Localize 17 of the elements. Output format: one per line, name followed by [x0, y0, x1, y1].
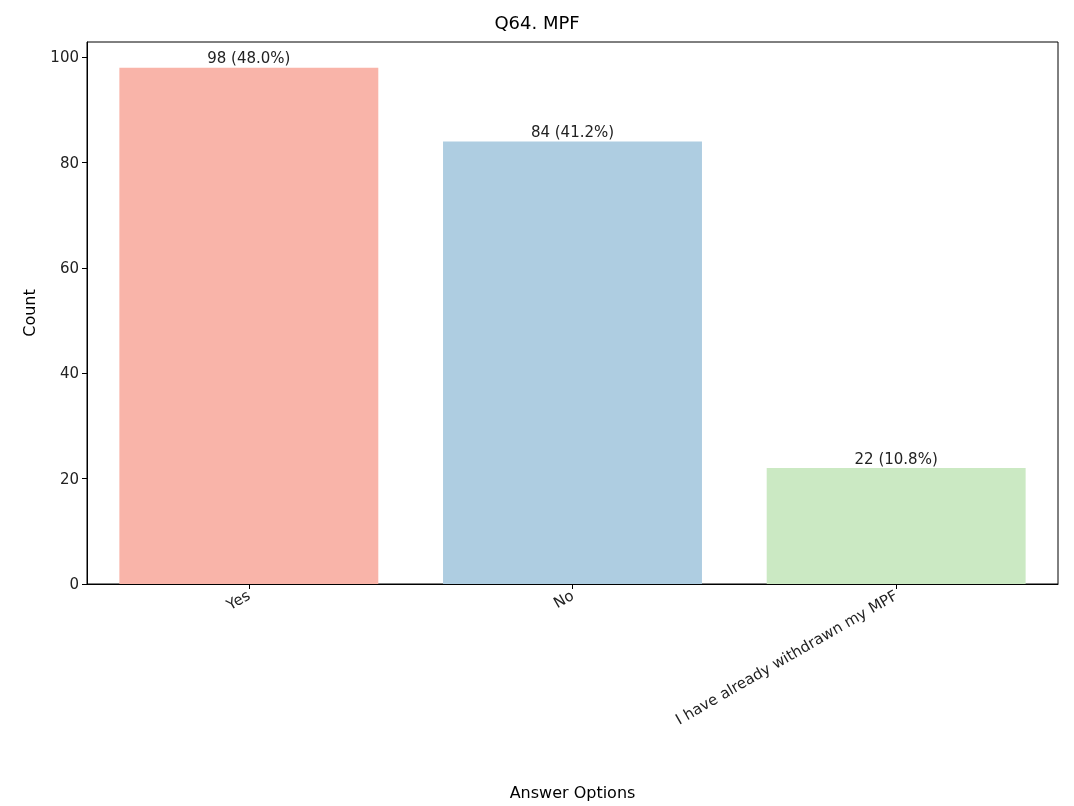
y-tick-label: 80 — [59, 153, 79, 172]
y-tick-label: 100 — [50, 48, 79, 67]
chart-title: Q64. MPF — [494, 11, 580, 33]
data-label: 22 (10.8%) — [854, 449, 938, 468]
x-axis-title: Answer Options — [509, 782, 636, 802]
y-axis-title: Count — [19, 289, 39, 337]
y-tick-label: 40 — [59, 364, 79, 383]
x-tick-label: Yes — [222, 586, 254, 615]
y-tick-label: 20 — [59, 469, 79, 488]
bar — [119, 67, 379, 584]
data-label: 84 (41.2%) — [530, 123, 615, 142]
x-tick-label: No — [550, 586, 577, 612]
y-tick-label: 60 — [59, 258, 79, 277]
bar — [766, 468, 1026, 584]
data-label: 98 (48.0%) — [207, 49, 291, 68]
y-tick-label: 0 — [69, 575, 79, 593]
bar — [443, 141, 702, 584]
